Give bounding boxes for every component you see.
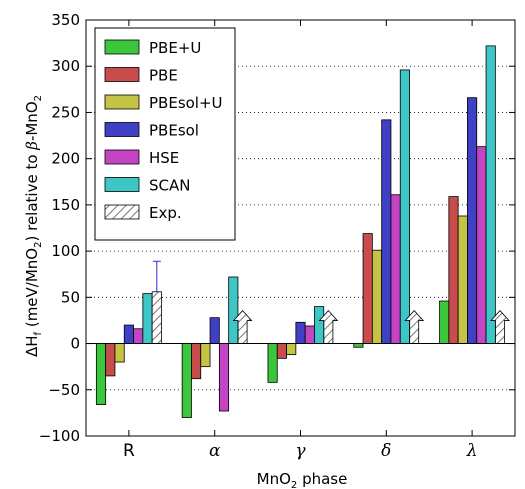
legend-swatch [104, 122, 140, 137]
lower-bound-arrow [404, 309, 425, 344]
lower-bound-arrow [232, 309, 253, 344]
x-category-label: γ [295, 441, 306, 461]
legend-label: PBE+U [149, 39, 201, 57]
legend-swatch [104, 94, 140, 110]
legend-label: PBEsol+U [149, 94, 223, 112]
bar-pbe-1 [191, 343, 202, 380]
bar-pbesol-u-4 [457, 215, 468, 344]
legend-swatch [104, 39, 140, 55]
legend-label: HSE [149, 149, 179, 167]
x-category-label: δ [381, 441, 391, 461]
y-tick-label: 300 [51, 57, 80, 75]
plot-frame [85, 19, 516, 437]
bar-pbesol-u-0 [114, 343, 125, 363]
legend-label: Exp. [149, 204, 182, 222]
bar-scan-3 [399, 69, 410, 344]
bar-hse-0 [133, 328, 144, 344]
x-category-label: α [209, 441, 221, 461]
y-tick-label: 150 [51, 196, 80, 214]
bar-scan-1 [228, 276, 239, 344]
bar-pbesol-2 [295, 321, 306, 344]
bar-pbesol-u-2 [286, 343, 297, 356]
y-tick-label: 50 [61, 288, 80, 306]
y-axis-label: ΔHf (meV/MnO2) relative to β-MnO2 [23, 95, 44, 357]
bar-hse-4 [476, 146, 487, 344]
lower-bound-arrow [318, 309, 339, 344]
legend-swatch [104, 149, 140, 165]
lower-bound-arrow [490, 309, 510, 344]
y-tick-label: 350 [51, 11, 80, 29]
bar-pbesol-0 [123, 324, 134, 344]
legend-label: PBEsol [149, 122, 199, 140]
bar-pbesol-3 [381, 119, 392, 344]
y-tick-label: −50 [48, 381, 80, 399]
bar-pbe-u-0 [95, 343, 107, 405]
y-tick-label: 100 [51, 242, 80, 260]
bar-pbesol-u-3 [371, 249, 383, 344]
legend-swatch [104, 177, 140, 192]
legend: PBE+U PBE PBEsol+U PBEsol HSE SCAN Exp. [94, 27, 236, 241]
bar-hse-1 [218, 343, 230, 412]
bar-pbe-2 [276, 343, 287, 359]
y-tick-label: 0 [70, 335, 80, 353]
bar-hse-3 [390, 194, 401, 344]
bar-scan-0 [142, 293, 153, 344]
bar-scan-4 [485, 45, 496, 344]
y-axis: −100 −50 0 50 100 150 200 250 300 350 [39, 11, 515, 445]
bar-pbe-u-1 [181, 343, 192, 418]
bar-hse-2 [304, 325, 315, 344]
bars [86, 45, 515, 418]
x-category-label: λ [466, 441, 478, 461]
bar-pbesol-4 [467, 97, 478, 344]
legend-swatch [104, 204, 140, 220]
legend-swatch [104, 67, 140, 82]
bar-scan-2 [314, 306, 325, 344]
bar-pbe-u-4 [439, 300, 450, 344]
y-tick-label: 250 [51, 103, 80, 121]
legend-label: PBE [149, 67, 178, 85]
x-axis-label: MnO2 phase [257, 470, 348, 489]
bar-pbesol-u-1 [200, 343, 211, 368]
bar-exp--0 [151, 291, 162, 344]
y-tick-label: −100 [39, 427, 80, 445]
bar-pbe-3 [362, 233, 373, 344]
bar-pbe-0 [105, 343, 116, 377]
y-tick-label: 200 [51, 150, 80, 168]
legend-label: SCAN [149, 177, 190, 195]
x-category-label: R [123, 441, 135, 461]
bar-pbe-4 [448, 196, 459, 344]
bar-pbesol-1 [209, 317, 220, 344]
bar-pbe-u-3 [353, 343, 364, 348]
bar-pbe-u-2 [267, 343, 278, 383]
